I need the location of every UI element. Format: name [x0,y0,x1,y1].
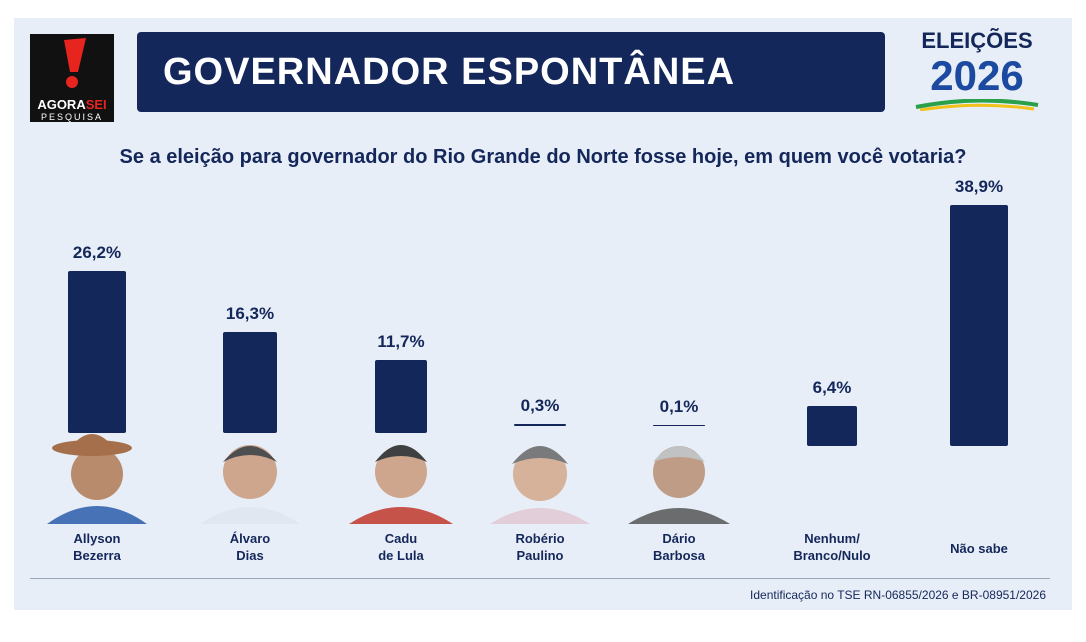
portrait [349,445,453,524]
bar [375,360,427,433]
badge: ELEIÇÕES 2026 [912,28,1042,116]
bar [950,204,1008,446]
logo-text: AGORASEI [30,97,114,112]
chart-title: GOVERNADOR ESPONTÂNEA [137,32,885,112]
bar [223,331,277,433]
bar [653,425,705,426]
value-label: 0,3% [520,396,560,416]
portrait [490,446,590,524]
value-label: 16,3% [225,303,275,323]
logo-sub: PESQUISA [40,112,103,122]
category-label: Álvaro Dias [229,531,271,563]
category-label: Cadu de Lula [378,531,424,563]
bar [807,406,857,446]
bar [514,424,566,426]
portrait [47,434,147,524]
badge-year: 2026 [930,52,1024,99]
value-label: 38,9% [954,176,1004,196]
badge-swoosh [915,98,1039,112]
logo-mark [64,38,86,88]
category-label: Allyson Bezerra [73,531,121,563]
bar [68,270,126,433]
category-label: Nenhum/ Branco/Nulo [793,531,871,563]
logo: AGORASEI PESQUISA [30,34,114,122]
value-label: 26,2% [72,242,122,262]
footer-rule [30,578,1050,579]
logo-b: SEI [85,97,107,112]
logo-a: AGORA [37,97,86,112]
portrait [200,445,300,524]
category-label: Dário Barbosa [652,531,706,563]
category-label: Não sabe [950,541,1008,556]
footnote: Identificação no TSE RN-06855/2026 e BR-… [750,588,1046,602]
subtitle: Se a eleição para governador do Rio Gran… [119,146,967,168]
value-label: 11,7% [377,332,425,352]
value-label: 6,4% [812,378,852,398]
portrait [628,446,730,524]
category-label: Robério Paulino [515,531,565,563]
badge-top: ELEIÇÕES [921,28,1033,53]
value-label: 0,1% [659,397,699,417]
